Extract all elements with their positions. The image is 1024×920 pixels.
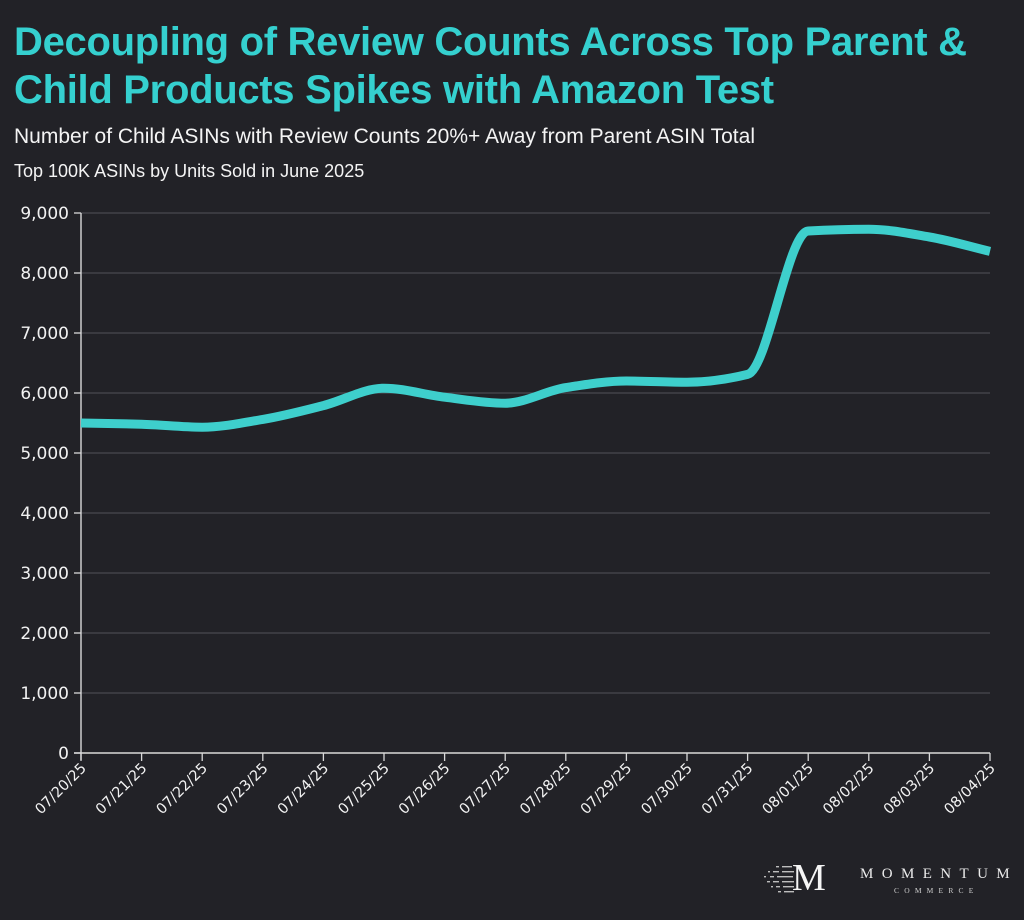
momentum-commerce-logo: M MOMENTUM COMMERCE bbox=[762, 858, 1010, 898]
gridlines bbox=[81, 212, 990, 694]
x-tick-label: 07/30/25 bbox=[638, 761, 695, 818]
x-tick-label: 07/25/25 bbox=[335, 761, 392, 818]
x-tick-label: 07/26/25 bbox=[396, 761, 453, 818]
series bbox=[80, 224, 992, 432]
x-tick-label: 08/02/25 bbox=[820, 761, 877, 818]
x-tick-label: 07/29/25 bbox=[578, 761, 635, 818]
logo-monogram: M bbox=[792, 857, 826, 899]
x-tick-label: 08/01/25 bbox=[760, 761, 817, 818]
x-tick-label: 07/21/25 bbox=[93, 761, 150, 818]
y-tick-label: 1,000 bbox=[20, 684, 69, 704]
axes bbox=[74, 213, 990, 760]
y-tick-label: 8,000 bbox=[20, 264, 69, 284]
chart-subtitle: Number of Child ASINs with Review Counts… bbox=[14, 125, 755, 148]
y-tick-label: 6,000 bbox=[20, 384, 69, 404]
x-tick-label: 07/31/25 bbox=[699, 761, 756, 818]
logo-wordmark: MOMENTUM bbox=[860, 866, 1019, 882]
chart-title: Decoupling of Review Counts Across Top P… bbox=[14, 20, 967, 112]
chart-subtitle-secondary: Top 100K ASINs by Units Sold in June 202… bbox=[14, 161, 365, 181]
x-tick-label: 08/04/25 bbox=[941, 761, 998, 818]
x-tick-label: 07/20/25 bbox=[32, 761, 89, 818]
y-tick-label: 0 bbox=[58, 744, 69, 764]
x-tick-label: 07/23/25 bbox=[214, 761, 271, 818]
y-tick-label: 7,000 bbox=[20, 324, 69, 344]
series-line bbox=[80, 224, 992, 432]
y-axis-ticks: 0 1,000 2,000 3,000 4,000 5,000 6,000 7,000 8,00… bbox=[20, 204, 81, 764]
y-tick-label: 5,000 bbox=[20, 444, 69, 464]
x-tick-label: 08/03/25 bbox=[881, 761, 938, 818]
x-tick-label: 07/27/25 bbox=[457, 761, 514, 818]
logo-subtext: COMMERCE bbox=[894, 886, 979, 895]
y-tick-label: 4,000 bbox=[20, 504, 69, 524]
speed-lines-icon bbox=[764, 866, 794, 893]
y-tick-label: 2,000 bbox=[20, 624, 69, 644]
x-tick-label: 07/22/25 bbox=[154, 761, 211, 818]
x-tick-label: 07/28/25 bbox=[517, 761, 574, 818]
y-tick-label: 3,000 bbox=[20, 564, 69, 584]
x-tick-label: 07/24/25 bbox=[275, 761, 332, 818]
y-tick-label: 9,000 bbox=[20, 204, 69, 224]
x-axis-ticks: 07/20/25 07/21/25 07/22/25 07/23/25 07/24/25… bbox=[32, 753, 999, 818]
